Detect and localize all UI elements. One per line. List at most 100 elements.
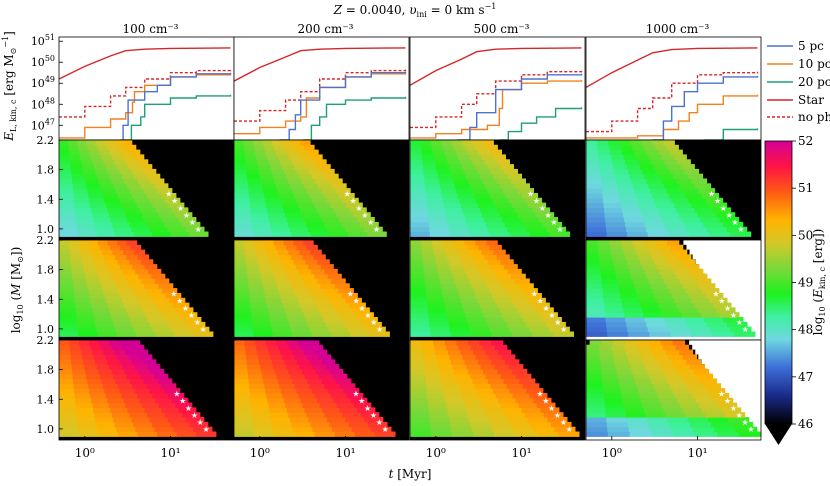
- star-marker: ★: [185, 404, 192, 413]
- top-panel-lines: [410, 47, 583, 140]
- heat-y-tick-label: 1.8: [37, 264, 55, 277]
- top-panel-lines: [59, 47, 232, 140]
- top-y-tick-label: 1048: [31, 96, 55, 111]
- series-line-pc5: [120, 72, 232, 140]
- column-header: 500 cm⁻³: [474, 22, 530, 36]
- star-marker: ★: [730, 311, 737, 320]
- series-line-star: [586, 47, 758, 89]
- heat-y-tick-label: 1.8: [37, 164, 55, 177]
- colorbar-label: log10 (Ekin, c [erg]): [811, 229, 827, 336]
- star-marker: ★: [376, 325, 383, 334]
- x-tick-label: 10⁰: [602, 446, 622, 460]
- series-line-pc20: [303, 96, 407, 140]
- svg-text:Star: Star: [798, 93, 824, 107]
- axes-labels: 10⁰ 10¹ 10⁰ 10¹ 10⁰ 10¹ 10⁰ 10¹ 1051 1050 1049 1048…: [31, 33, 708, 460]
- series-line-pc5: [457, 73, 583, 140]
- legend: 5 pc 10 pc 20 pc Star no ph: [767, 39, 830, 124]
- star-marker: ★: [344, 190, 351, 199]
- star-marker: ★: [718, 390, 725, 399]
- heatmap-panel-2-3: ★★★★★★: [233, 339, 410, 441]
- star-marker: ★: [370, 318, 377, 327]
- series-line-pc20: [499, 107, 583, 140]
- heatmap-panel-1-2: ★★★★★★10 pc: [58, 239, 235, 341]
- column-header: 200 cm⁻³: [298, 22, 354, 36]
- heatmap-panel-1-3: ★★★★★★20 pc: [58, 339, 235, 441]
- heat-y-tick-label: 2.2: [37, 134, 55, 147]
- top-panel-frame: [59, 37, 234, 140]
- star-marker: ★: [350, 197, 357, 206]
- legend-entry-noph: no ph: [767, 110, 830, 124]
- column-3: 500 cm⁻³★★★★★★★★★★★★★★★★★★: [409, 22, 586, 441]
- star-marker: ★: [736, 318, 743, 327]
- svg-text:10 pc: 10 pc: [798, 57, 830, 71]
- colorbar-tick-label: 52: [798, 134, 813, 148]
- star-marker: ★: [170, 290, 177, 299]
- star-marker: ★: [533, 197, 540, 206]
- star-marker: ★: [364, 311, 371, 320]
- series-line-star: [410, 47, 582, 86]
- star-marker: ★: [191, 411, 198, 420]
- star-marker: ★: [183, 211, 190, 220]
- star-marker: ★: [556, 225, 563, 234]
- row-label: 20 pc: [195, 351, 229, 365]
- star-marker: ★: [545, 211, 552, 220]
- column-2: 200 cm⁻³★★★★★★★★★★★★★★★★★★: [233, 22, 410, 441]
- star-marker: ★: [539, 204, 546, 213]
- star-marker: ★: [370, 411, 377, 420]
- star-marker: ★: [724, 304, 731, 313]
- star-marker: ★: [364, 404, 371, 413]
- legend-entry-5pc: 5 pc: [767, 39, 824, 53]
- star-marker: ★: [566, 425, 573, 434]
- heat-y-tick-label: 1.4: [37, 193, 55, 206]
- star-marker: ★: [355, 204, 362, 213]
- heat-y-tick-label: 2.2: [37, 334, 55, 347]
- heatmap-panel-2-2: ★★★★★★: [233, 239, 410, 341]
- top-y-axis-label: EL, kin, c [erg M⊙−1]: [1, 31, 18, 142]
- x-tick-label: 10⁰: [250, 446, 270, 460]
- star-marker: ★: [197, 418, 204, 427]
- star-marker: ★: [382, 425, 389, 434]
- column-header: 1000 cm⁻³: [646, 22, 710, 36]
- heatmap-border: [585, 339, 762, 441]
- heat-y-tick-label: 1.4: [37, 393, 55, 406]
- row-label: 5 pc: [195, 151, 221, 165]
- heatmap-border: [233, 339, 410, 441]
- star-marker: ★: [182, 304, 189, 313]
- x-tick-label: 10¹: [511, 446, 531, 460]
- colorbar-tick-label: 49: [798, 276, 813, 290]
- heatmap-panel-3-1: ★★★★★★: [409, 139, 586, 241]
- colorbar-ticks: 52 51 50 49 48 47 46: [792, 134, 813, 431]
- star-marker: ★: [179, 397, 186, 406]
- heatmap-panel-4-2: ★★★★★★: [585, 239, 762, 341]
- colorbar-tick-label: 48: [798, 323, 813, 337]
- star-marker: ★: [737, 225, 744, 234]
- top-y-tick-label: 1050: [31, 54, 55, 69]
- star-marker: ★: [550, 218, 557, 227]
- star-marker: ★: [730, 404, 737, 413]
- x-axis-label: t [Myr]: [389, 467, 432, 481]
- star-marker: ★: [560, 325, 567, 334]
- heat-y-axis-label: log10 (M [M⊙]): [9, 247, 25, 334]
- x-tick-label: 10⁰: [426, 446, 446, 460]
- heatmap-panel-2-1: ★★★★★★: [233, 139, 410, 241]
- series-line-noph: [586, 71, 759, 133]
- x-tick-label: 10⁰: [75, 446, 95, 460]
- series-line-noph: [410, 70, 583, 129]
- svg-text:5 pc: 5 pc: [798, 39, 824, 53]
- star-marker: ★: [742, 418, 749, 427]
- row-label: 10 pc: [195, 251, 229, 265]
- star-marker: ★: [543, 304, 550, 313]
- top-y-tick-label: 1047: [31, 117, 55, 132]
- series-line-pc5: [279, 71, 407, 140]
- star-marker: ★: [358, 397, 365, 406]
- star-marker: ★: [177, 204, 184, 213]
- star-marker: ★: [171, 197, 178, 206]
- colorbar-tick-label: 51: [798, 181, 813, 195]
- colorbar: 52 51 50 49 48 47 46 log10 (Ekin, c [erg]): [764, 134, 827, 445]
- column-4: 1000 cm⁻³★★★★★★★★★★★★★★★★★★: [585, 22, 762, 441]
- colorbar-tick-label: 50: [798, 228, 813, 242]
- legend-entry-10pc: 10 pc: [767, 57, 830, 71]
- star-marker: ★: [560, 418, 567, 427]
- panel-grid: 100 cm⁻³★★★★★★5 pc★★★★★★10 pc★★★★★★20 pc…: [58, 22, 762, 441]
